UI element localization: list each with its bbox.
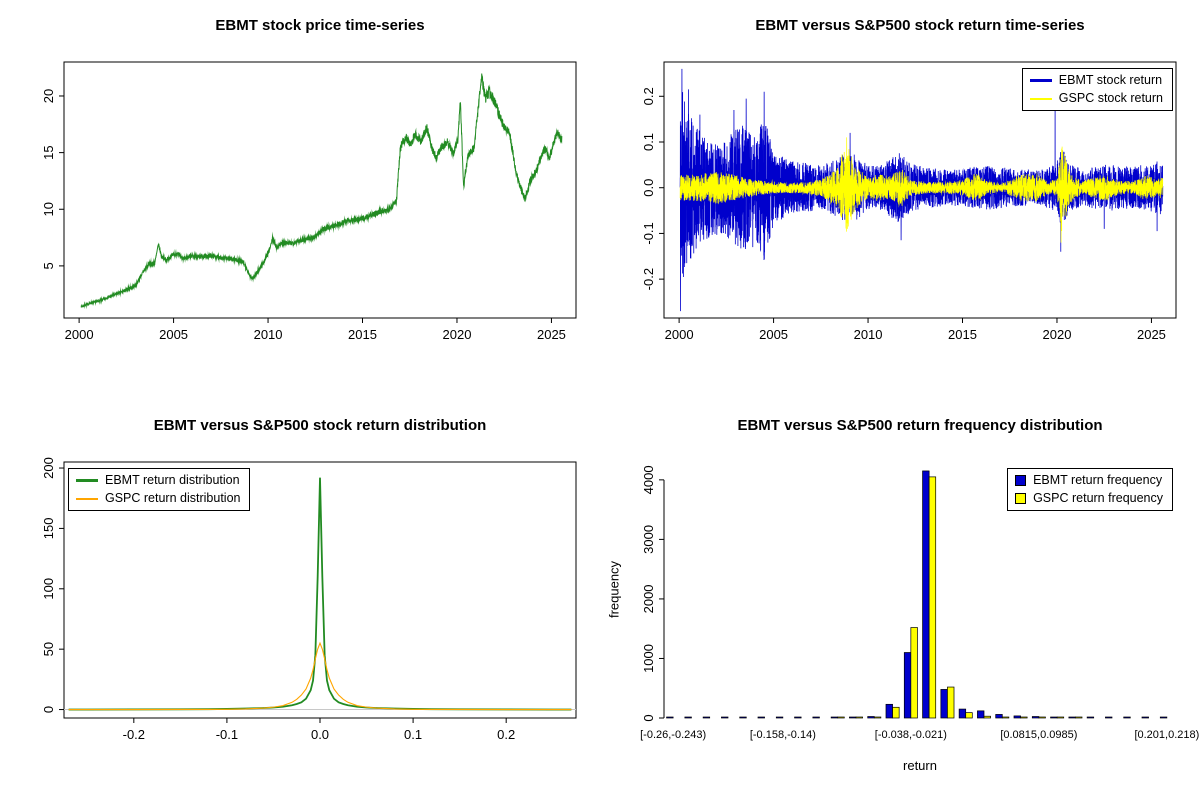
return-timeseries-legend: EBMT stock return GSPC stock return [1021,68,1173,111]
return-frequency-legend: EBMT return frequency GSPC return freque… [1007,468,1173,511]
chart-title: EBMT versus S&P500 stock return distribu… [153,417,487,434]
legend-item: GSPC stock return [1029,91,1163,106]
return-distribution-canvas [0,400,600,800]
legend-item: EBMT stock return [1029,73,1163,88]
chart-title: EBMT versus S&P500 stock return time-ser… [755,17,1085,34]
x-axis-label: return [903,758,937,773]
legend-item: GSPC return distribution [76,491,240,506]
price-timeseries-canvas [0,0,600,400]
panel-return-frequency: EBMT versus S&P500 return frequency dist… [600,400,1200,800]
legend-label: GSPC return distribution [105,491,241,505]
panel-return-timeseries: EBMT versus S&P500 stock return time-ser… [600,0,1200,400]
chart-title: EBMT versus S&P500 return frequency dist… [737,417,1103,434]
legend-line-swatch-gspc-return [1029,97,1052,100]
legend-label: EBMT return distribution [105,473,240,487]
legend-line-swatch-ebmt-return [1029,79,1052,82]
legend-item: EBMT return distribution [76,473,240,488]
legend-box-swatch-ebmt-frequency [1015,475,1027,486]
return-timeseries-canvas [600,0,1200,400]
panel-return-distribution: EBMT versus S&P500 stock return distribu… [0,400,600,800]
chart-title: EBMT stock price time-series [215,17,425,34]
return-frequency-canvas [600,400,1200,800]
legend-label: GSPC return frequency [1033,491,1163,505]
legend-box-swatch-gspc-frequency [1015,493,1027,504]
legend-line-swatch-ebmt-density [76,479,98,482]
legend-label: GSPC stock return [1058,91,1163,105]
y-axis-label: frequency [606,560,622,619]
return-distribution-legend: EBMT return distribution GSPC return dis… [68,468,251,511]
legend-label: EBMT stock return [1058,73,1163,87]
legend-item: EBMT return frequency [1015,473,1163,488]
legend-line-swatch-gspc-density [76,497,98,500]
legend-item: GSPC return frequency [1015,491,1163,506]
legend-label: EBMT return frequency [1033,473,1163,487]
panel-price-timeseries: EBMT stock price time-series [0,0,600,400]
